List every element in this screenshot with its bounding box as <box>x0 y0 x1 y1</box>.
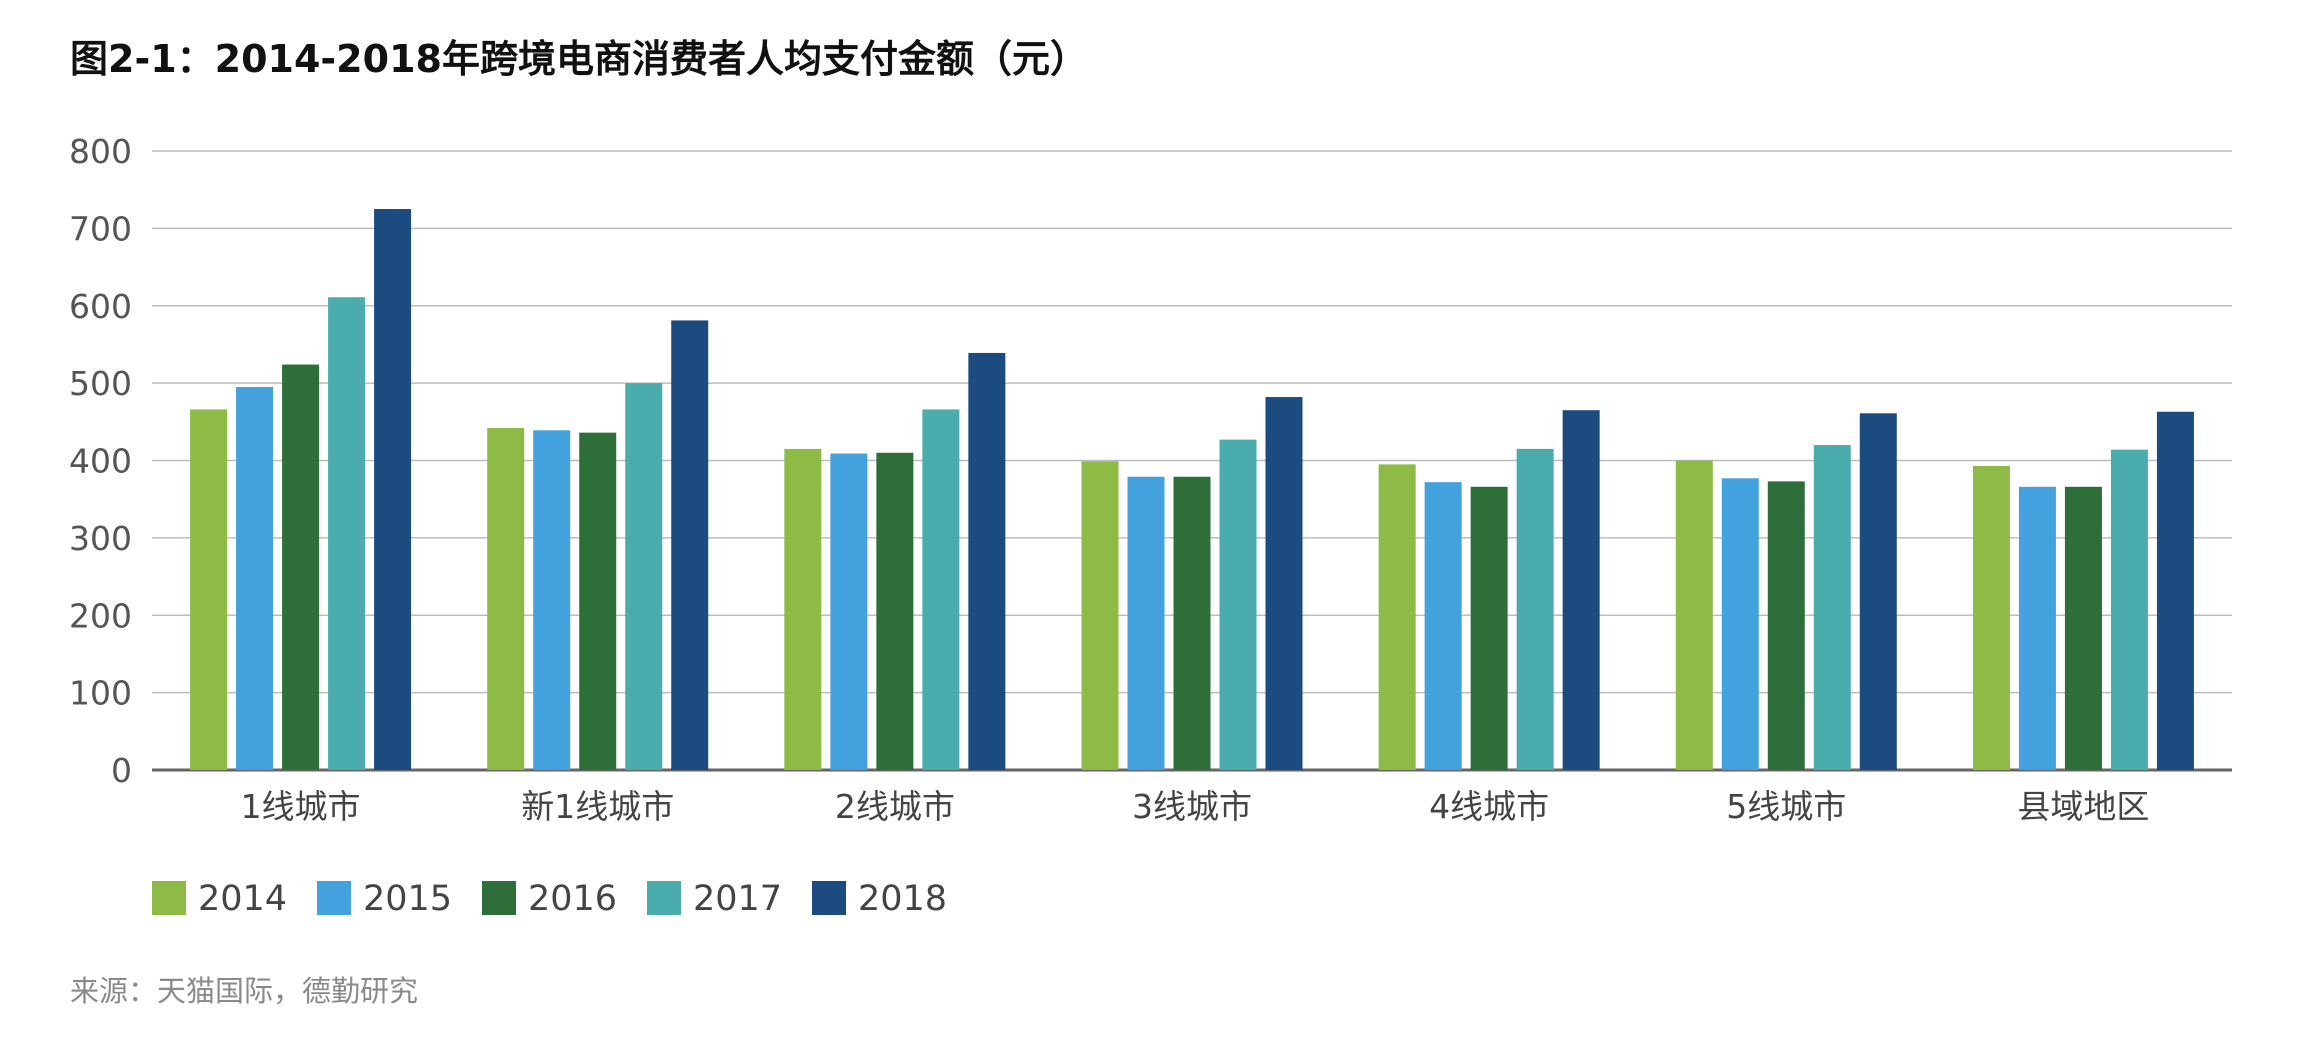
bar-2017-4 <box>1516 448 1554 770</box>
bar-2018-4 <box>1562 410 1600 770</box>
bar-2018-3 <box>1265 397 1303 770</box>
bar-2015-2 <box>830 453 868 770</box>
x-category-label: 1线城市 <box>241 787 361 826</box>
legend-label-2015: 2015 <box>363 879 452 919</box>
legend-swatch-2015 <box>317 881 351 915</box>
bar-2017-2 <box>922 409 960 770</box>
bar-2015-4 <box>1424 482 1462 770</box>
bar-2014-0 <box>190 409 228 770</box>
bar-2015-3 <box>1127 476 1165 770</box>
y-axis-ticks: 0 100 200 300 400 500 600 700 800 <box>69 132 132 790</box>
x-category-label: 2线城市 <box>835 787 955 826</box>
y-tick-label: 0 <box>111 751 132 790</box>
x-axis-categories: 1线城市 新1线城市 2线城市 3线城市 4线城市 5线城市 县域地区 <box>241 787 2150 826</box>
source-note: 来源：天猫国际，德勤研究 <box>70 974 419 1008</box>
bar-2017-3 <box>1219 439 1257 770</box>
bar-2016-0 <box>282 364 320 770</box>
y-tick-label: 800 <box>69 132 132 171</box>
bar-2014-2 <box>784 448 822 770</box>
bar-2016-6 <box>2064 486 2102 770</box>
bar-2015-1 <box>533 430 571 770</box>
bar-2016-1 <box>579 432 617 770</box>
bar-2014-4 <box>1378 464 1416 770</box>
y-tick-label: 200 <box>69 596 132 635</box>
legend-label-2018: 2018 <box>858 879 947 919</box>
bars <box>190 209 2194 770</box>
legend-label-2014: 2014 <box>198 879 287 919</box>
legend: 2014 2015 2016 2017 2018 <box>152 879 947 919</box>
bar-2014-5 <box>1675 460 1713 770</box>
bar-2016-3 <box>1173 476 1211 770</box>
y-tick-label: 500 <box>69 364 132 403</box>
x-category-label: 3线城市 <box>1132 787 1252 826</box>
bar-2015-0 <box>236 386 274 770</box>
legend-swatch-2014 <box>152 881 186 915</box>
bar-2016-2 <box>876 452 914 770</box>
y-tick-label: 100 <box>69 674 132 713</box>
bar-2017-5 <box>1813 445 1851 770</box>
x-category-label: 新1线城市 <box>521 787 674 826</box>
bar-2015-5 <box>1721 478 1759 770</box>
y-tick-label: 700 <box>69 209 132 248</box>
y-tick-label: 400 <box>69 442 132 481</box>
legend-swatch-2017 <box>647 881 681 915</box>
bar-2016-5 <box>1767 481 1805 770</box>
bar-2014-1 <box>487 428 525 770</box>
bar-2018-5 <box>1859 413 1897 770</box>
bar-2014-6 <box>1972 465 2010 770</box>
x-category-label: 5线城市 <box>1726 787 1846 826</box>
bar-2018-1 <box>671 320 709 770</box>
bar-2017-0 <box>328 297 366 770</box>
bar-2016-4 <box>1470 486 1508 770</box>
legend-label-2016: 2016 <box>528 879 617 919</box>
bar-2015-6 <box>2018 486 2056 770</box>
legend-swatch-2016 <box>482 881 516 915</box>
bar-2017-6 <box>2110 449 2148 770</box>
legend-label-2017: 2017 <box>693 879 782 919</box>
chart-title: 图2-1：2014-2018年跨境电商消费者人均支付金额（元） <box>70 37 1088 81</box>
bar-2018-0 <box>374 209 412 770</box>
x-category-label: 4线城市 <box>1429 787 1549 826</box>
bar-2017-1 <box>625 383 663 770</box>
bar-2018-2 <box>968 352 1006 770</box>
y-tick-label: 300 <box>69 519 132 558</box>
y-tick-label: 600 <box>69 287 132 326</box>
bar-2014-3 <box>1081 461 1119 770</box>
bar-2018-6 <box>2156 411 2194 770</box>
x-category-label: 县域地区 <box>2017 787 2149 826</box>
legend-swatch-2018 <box>812 881 846 915</box>
